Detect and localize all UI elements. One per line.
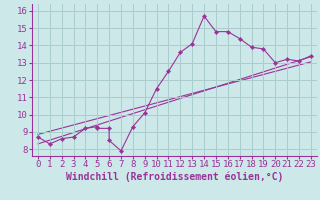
X-axis label: Windchill (Refroidissement éolien,°C): Windchill (Refroidissement éolien,°C) bbox=[66, 172, 283, 182]
